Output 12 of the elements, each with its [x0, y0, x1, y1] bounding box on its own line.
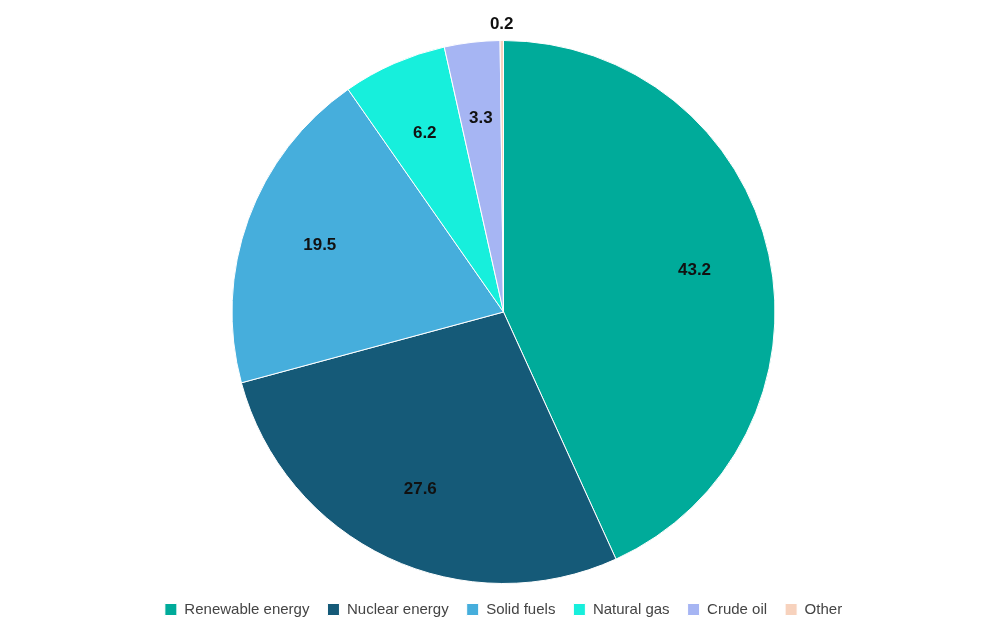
- legend-label: Solid fuels: [486, 599, 556, 617]
- legend-label: Crude oil: [707, 599, 768, 617]
- data-label: 6.2: [412, 122, 437, 142]
- legend-label: Nuclear energy: [346, 599, 450, 617]
- data-label: 43.2: [677, 260, 712, 280]
- legend-label: Renewable energy: [184, 599, 310, 617]
- data-label: 27.6: [403, 478, 437, 498]
- data-label: 3.3: [469, 107, 493, 127]
- data-label: 19.5: [303, 234, 337, 254]
- data-label: 0.2: [489, 14, 514, 34]
- legend-label: Other: [804, 599, 843, 617]
- legend-label: Natural gas: [592, 599, 670, 617]
